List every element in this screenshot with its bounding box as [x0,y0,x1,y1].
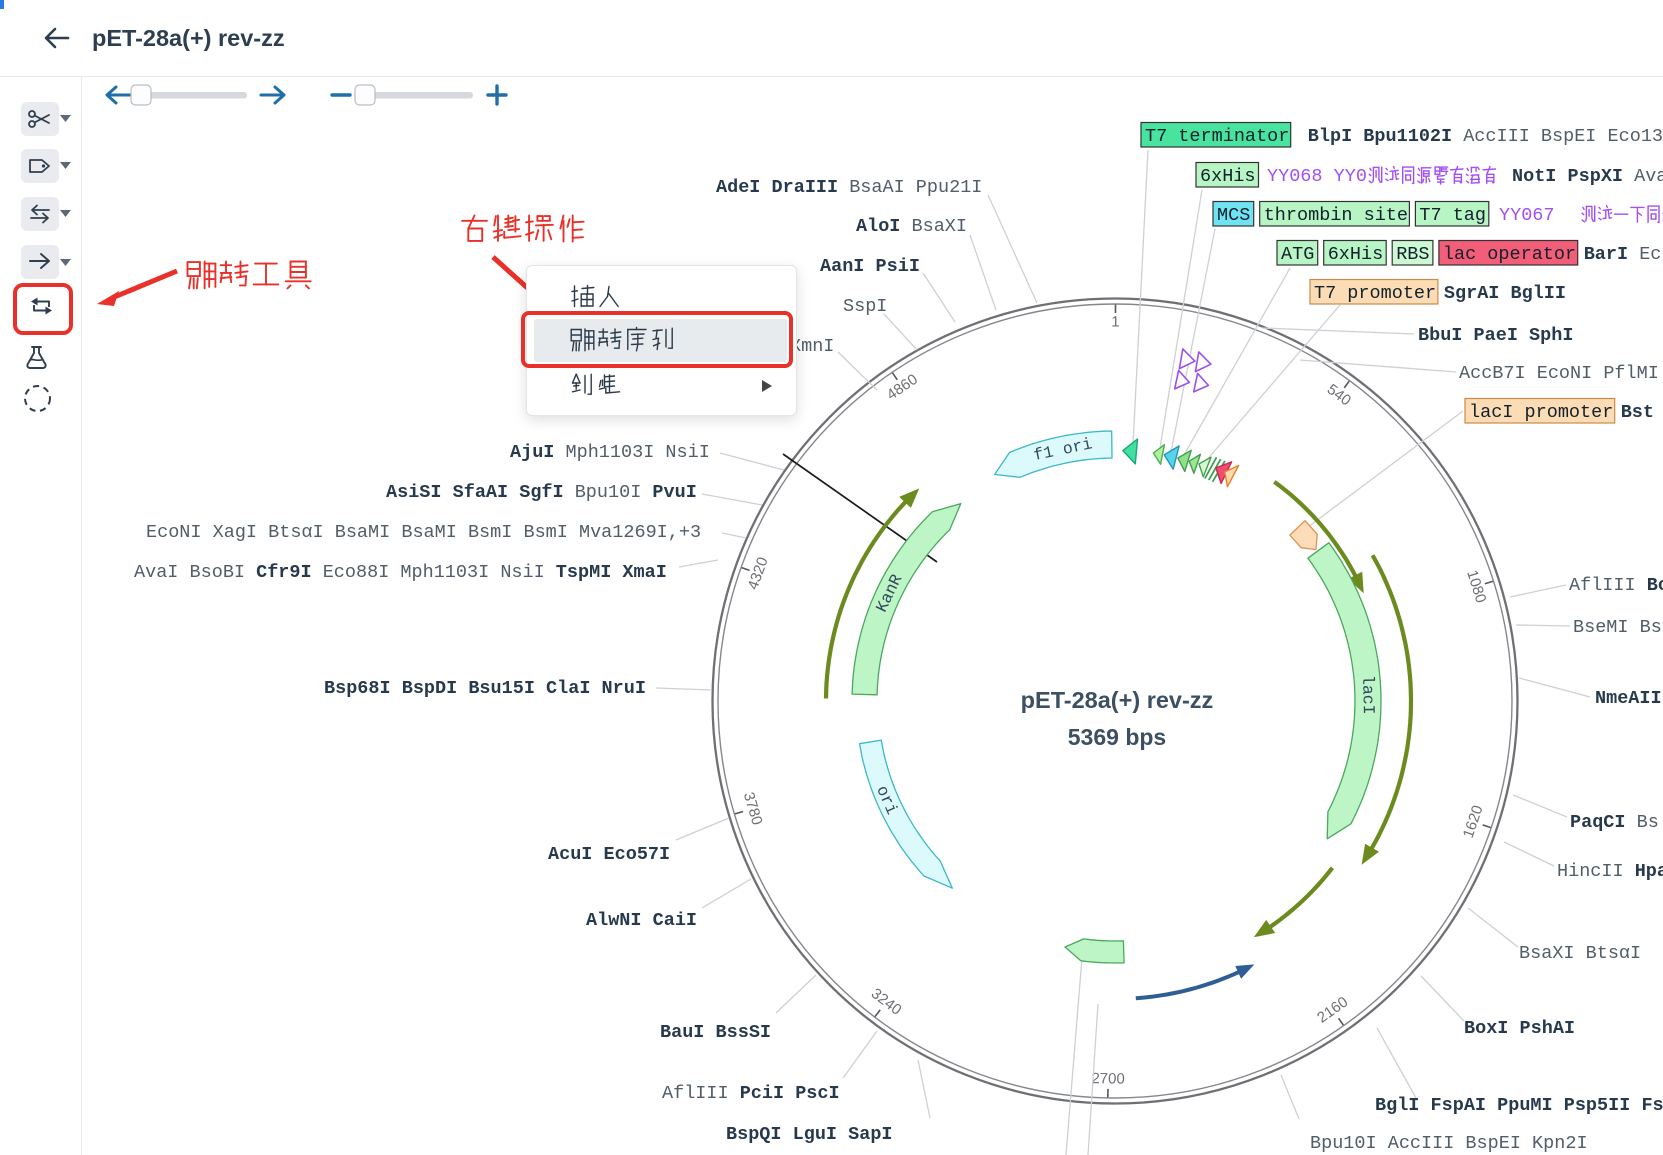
svg-text:AvaI BsoBI: AvaI BsoBI [134,562,245,583]
svg-text:BseMI Bs: BseMI Bs [1573,617,1662,638]
svg-text:6xHis: 6xHis [1200,166,1256,187]
svg-text:4860: 4860 [884,371,921,404]
svg-text:BbuI PaeI SphI: BbuI PaeI SphI [1418,325,1573,346]
svg-text:PvuI: PvuI [652,482,696,503]
svg-text:TspMI XmaI: TspMI XmaI [556,562,667,583]
svg-text:T7 promoter: T7 promoter [1314,283,1436,304]
svg-text:MCS: MCS [1217,205,1250,226]
svg-text:SspI: SspI [843,296,887,317]
svg-text:Bpu10I AccIII BspEI Kpn2I: Bpu10I AccIII BspEI Kpn2I [1310,1133,1588,1154]
svg-text:BsaXI BtsαI: BsaXI BtsαI [1519,943,1641,964]
svg-text:2160: 2160 [1314,993,1351,1026]
svg-text:pET-28a(+) rev-zz: pET-28a(+) rev-zz [1021,687,1214,713]
svg-text:AflIII: AflIII [1569,575,1636,596]
svg-text:Mph1103I NsiI: Mph1103I NsiI [566,442,710,463]
svg-text:YY067: YY067 [1499,205,1555,226]
svg-text:AanI PsiI: AanI PsiI [820,256,920,277]
svg-text:AlwNI CaiI: AlwNI CaiI [586,910,697,931]
svg-text:lac operator: lac operator [1443,244,1576,265]
svg-text:BarI: BarI [1584,244,1628,265]
svg-text:Bst: Bst [1621,402,1654,423]
svg-text:Ec: Ec [1639,244,1661,265]
svg-text:1080: 1080 [1463,568,1489,605]
svg-text:Bsp68I BspDI Bsu15I ClaI NruI: Bsp68I BspDI Bsu15I ClaI NruI [324,678,646,699]
svg-text:AjuI: AjuI [510,442,554,463]
svg-text:AdeI DraIII: AdeI DraIII [716,177,838,198]
svg-text:Bc: Bc [1647,575,1663,596]
svg-text:BlpI Bpu1102I: BlpI Bpu1102I [1308,126,1452,147]
svg-text:HincII: HincII [1557,861,1624,882]
svg-text:4320: 4320 [744,555,771,592]
svg-text:lacI promoter: lacI promoter [1469,402,1613,423]
svg-text:3240: 3240 [868,985,905,1019]
svg-text:1620: 1620 [1460,803,1487,840]
svg-text:RBS: RBS [1396,244,1429,265]
svg-text:NmeAIII: NmeAIII [1595,688,1663,709]
svg-text:thrombin site: thrombin site [1264,205,1408,226]
svg-text:Ava: Ava [1634,166,1663,187]
svg-text:SgrAI BglII: SgrAI BglII [1444,283,1566,304]
svg-text:T7 tag: T7 tag [1419,205,1486,226]
svg-text:AccB7I EcoNI PflMI: AccB7I EcoNI PflMI [1459,363,1659,384]
svg-text:ATG: ATG [1281,244,1314,265]
svg-text:540: 540 [1324,381,1354,410]
svg-text:5369 bps: 5369 bps [1068,724,1166,750]
svg-text:BauI BssSI: BauI BssSI [660,1022,771,1043]
svg-text:T7 terminator: T7 terminator [1145,126,1289,147]
svg-text:Cfr9I: Cfr9I [256,562,312,583]
svg-text:YY068 YY0: YY068 YY0 [1267,166,1367,187]
svg-text:NotI PspXI: NotI PspXI [1512,166,1623,187]
svg-text:XmnI: XmnI [790,336,834,357]
svg-text:BoxI PshAI: BoxI PshAI [1464,1018,1575,1039]
svg-text:BsaAI Ppu21I: BsaAI Ppu21I [849,177,982,198]
svg-text:3780: 3780 [740,790,766,827]
svg-text:AccIII BspEI Eco13: AccIII BspEI Eco13 [1463,126,1663,147]
svg-text:6xHis: 6xHis [1328,244,1384,265]
svg-text:AloI: AloI [856,216,900,237]
svg-text:BsaXI: BsaXI [912,216,968,237]
svg-text:PaqCI: PaqCI [1570,812,1626,833]
svg-text:2700: 2700 [1091,1070,1125,1088]
svg-text:AcuI Eco57I: AcuI Eco57I [548,844,670,865]
svg-text:BspQI LguI SapI: BspQI LguI SapI [726,1124,893,1145]
svg-text:EcoNI XagI BtsαI BsaMI BsaMI B: EcoNI XagI BtsαI BsaMI BsaMI BsmI BsmI M… [146,522,701,543]
svg-text:Hpa: Hpa [1635,861,1663,882]
svg-text:AsiSI SfaAI SgfI: AsiSI SfaAI SgfI [386,482,564,503]
svg-text:BglI FspAI PpuMI Psp5II Fs: BglI FspAI PpuMI Psp5II Fs [1375,1095,1663,1116]
svg-text:1: 1 [1111,313,1119,330]
svg-text:Bpu10I: Bpu10I [575,482,642,503]
svg-text:lacI: lacI [1358,675,1378,715]
svg-text:Bs: Bs [1637,812,1659,833]
svg-text:Eco88I Mph1103I NsiI: Eco88I Mph1103I NsiI [323,562,545,583]
svg-text:PciI PscI: PciI PscI [740,1083,840,1104]
svg-text:AflIII: AflIII [662,1083,729,1104]
